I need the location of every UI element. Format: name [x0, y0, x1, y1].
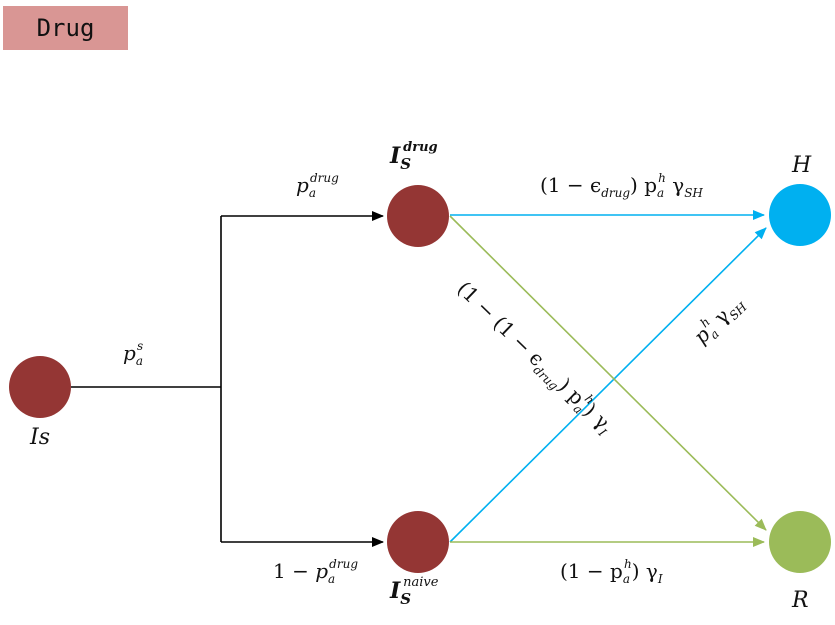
label-to-naive: 1 − padrug — [273, 557, 358, 586]
drug-title-box: Drug — [3, 6, 128, 50]
label-drug-to-h: (1 − ϵdrug) pah γSH — [540, 171, 703, 200]
label-is-drug: ISdrug — [389, 140, 438, 173]
label-is-naive: ISnaive — [389, 575, 439, 608]
blue-arrows — [449, 210, 767, 543]
node-h — [769, 184, 831, 246]
arrow-drug-to-r — [449, 215, 767, 531]
node-is-drug — [387, 185, 449, 247]
label-to-drug: padrug — [296, 171, 339, 200]
label-r: R — [791, 588, 809, 613]
green-arrows — [449, 215, 767, 547]
node-r — [769, 511, 831, 573]
label-is-split: pas — [123, 339, 143, 368]
label-h: H — [791, 153, 812, 178]
split-arrows — [71, 211, 384, 547]
label-naive-to-r: (1 − pah) γI — [560, 557, 663, 586]
label-is: Is — [29, 425, 50, 450]
label-naive-to-h: pah γSH — [687, 289, 750, 351]
node-is — [9, 356, 71, 418]
drug-title-label: Drug — [36, 14, 95, 42]
arrow-naive-to-h — [449, 227, 767, 543]
node-is-naive — [387, 511, 449, 573]
